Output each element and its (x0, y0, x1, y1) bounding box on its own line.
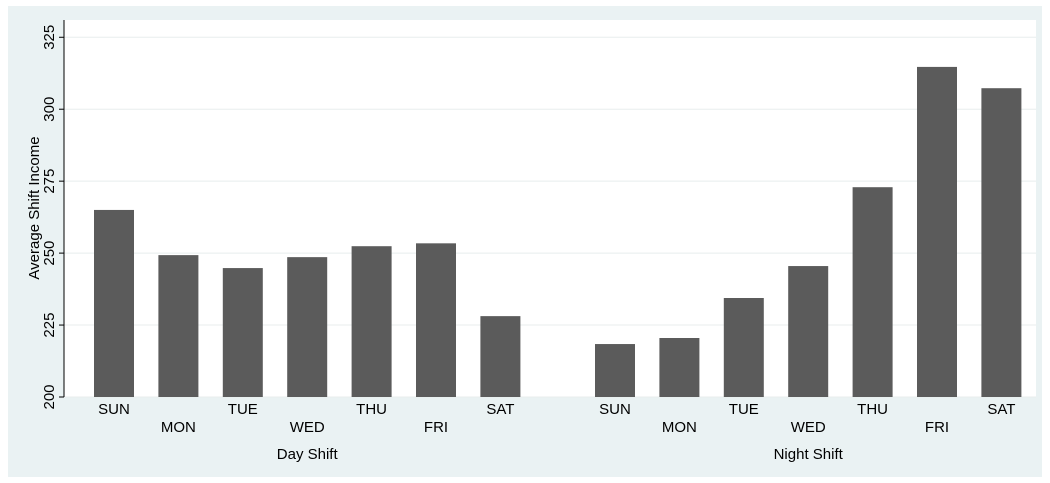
bar (480, 316, 521, 397)
x-tick-label: SAT (987, 401, 1015, 418)
bar (917, 66, 957, 398)
y-tick-label: 300 (41, 97, 58, 122)
x-tick-label: SAT (486, 401, 514, 418)
bar (788, 266, 829, 397)
bar (852, 187, 893, 397)
x-tick-label: MON (161, 419, 196, 436)
y-tick-label: 250 (41, 241, 58, 266)
bar (595, 344, 635, 397)
bar (222, 268, 263, 397)
bar (981, 88, 1022, 397)
bar (351, 246, 392, 397)
group-label: Night Shift (774, 446, 844, 463)
x-tick-label: MON (662, 419, 697, 436)
bar (723, 298, 764, 397)
y-tick-label: 200 (41, 384, 58, 409)
y-tick-label: 275 (41, 169, 58, 194)
x-tick-label: TUE (228, 401, 258, 418)
y-tick-label: 225 (41, 313, 58, 338)
bar (158, 255, 199, 397)
x-tick-label: WED (290, 419, 325, 436)
bar (94, 209, 134, 397)
y-tick-label: 325 (41, 25, 58, 50)
x-tick-label: SUN (98, 401, 130, 418)
x-tick-label: WED (791, 419, 826, 436)
x-tick-label: TUE (729, 401, 759, 418)
x-tick-label: THU (857, 401, 888, 418)
bar (416, 243, 456, 397)
x-tick-label: SUN (599, 401, 631, 418)
group-label: Day Shift (277, 446, 339, 463)
bar (287, 257, 328, 397)
bar (659, 338, 700, 397)
x-tick-label: THU (356, 401, 387, 418)
x-tick-label: FRI (925, 419, 949, 436)
y-axis-label: Average Shift Income (26, 136, 43, 279)
x-tick-label: FRI (424, 419, 448, 436)
